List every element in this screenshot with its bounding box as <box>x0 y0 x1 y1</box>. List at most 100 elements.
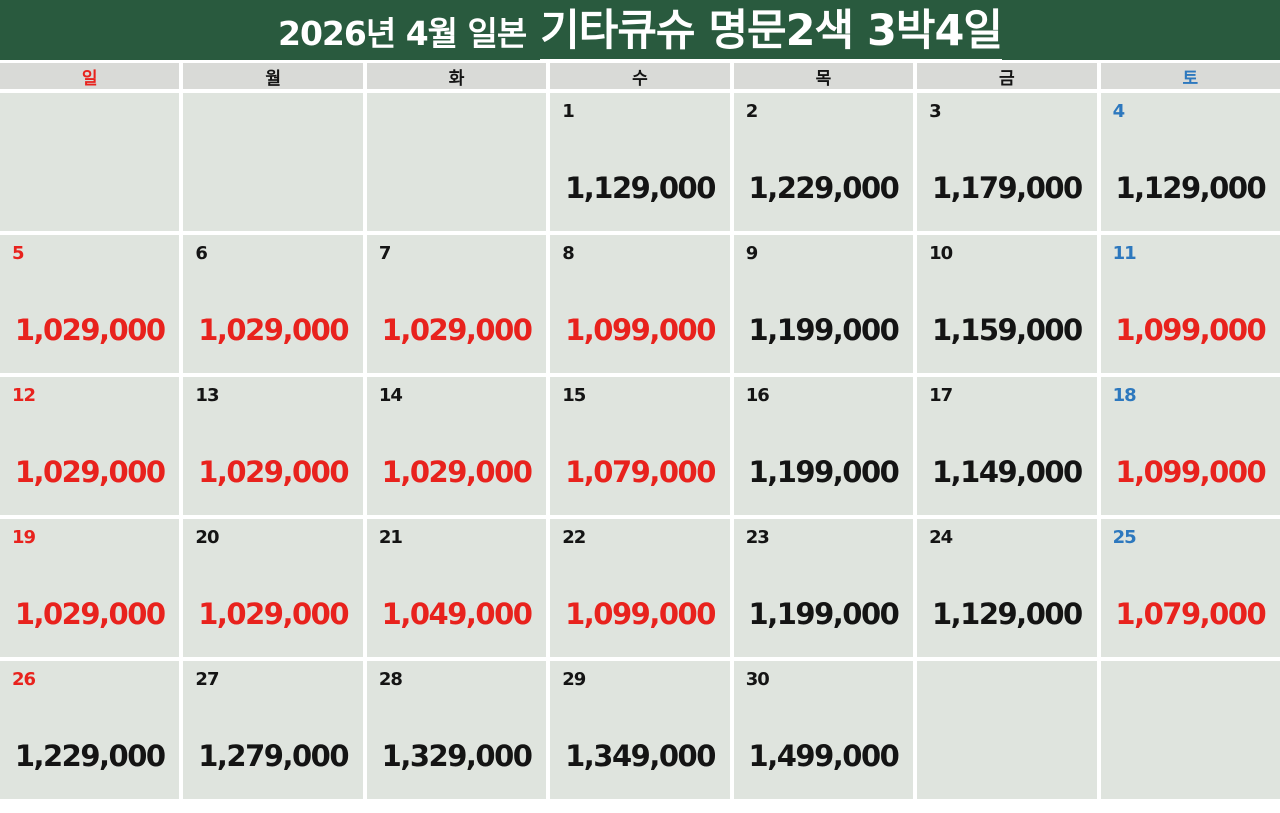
day-number: 22 <box>562 527 586 548</box>
day-cell-21: 21 1,049,000 <box>366 519 547 657</box>
weekday-label-tue: 화 <box>366 63 547 89</box>
day-cell-empty <box>917 661 1097 799</box>
day-cell-9: 9 1,199,000 <box>733 235 914 373</box>
price-value: 1,129,000 <box>565 171 716 205</box>
day-number: 18 <box>1112 385 1137 406</box>
price-value: 1,099,000 <box>565 597 716 631</box>
day-number: 5 <box>12 243 24 264</box>
day-cell-12: 12 1,029,000 <box>0 377 180 515</box>
day-cell-7: 7 1,029,000 <box>366 235 547 373</box>
day-cell-14: 14 1,029,000 <box>366 377 547 515</box>
day-number: 27 <box>195 669 219 690</box>
day-number: 13 <box>195 385 219 406</box>
day-number: 2 <box>745 101 758 122</box>
price-value: 1,229,000 <box>14 739 166 773</box>
day-number: 21 <box>378 527 403 548</box>
day-number: 14 <box>378 385 403 406</box>
day-number: 9 <box>745 243 758 264</box>
price-value: 1,029,000 <box>14 597 166 631</box>
day-number: 26 <box>12 669 36 690</box>
price-value: 1,099,000 <box>1115 313 1266 347</box>
day-cell-1: 1 1,129,000 <box>550 93 730 231</box>
day-cell-empty <box>0 93 180 231</box>
day-cell-29: 29 1,349,000 <box>550 661 730 799</box>
day-cell-19: 19 1,029,000 <box>0 519 180 657</box>
day-cell-13: 13 1,029,000 <box>183 377 363 515</box>
price-value: 1,079,000 <box>1115 597 1266 631</box>
day-cell-empty <box>183 93 363 231</box>
price-value: 1,199,000 <box>748 597 900 631</box>
day-cell-16: 16 1,199,000 <box>733 377 914 515</box>
day-number: 15 <box>562 385 586 406</box>
price-value: 1,029,000 <box>198 455 349 489</box>
day-number: 8 <box>562 243 574 264</box>
page-title: 2026년 4월 일본 기타큐슈 명문2색 3박4일 <box>278 0 1003 64</box>
day-cell-10: 10 1,159,000 <box>917 235 1097 373</box>
day-number: 23 <box>745 527 770 548</box>
day-cell-22: 22 1,099,000 <box>550 519 730 657</box>
day-number: 4 <box>1112 101 1125 122</box>
day-cell-5: 5 1,029,000 <box>0 235 180 373</box>
day-number: 19 <box>12 527 36 548</box>
price-value: 1,199,000 <box>748 455 900 489</box>
price-value: 1,029,000 <box>198 597 349 631</box>
price-value: 1,099,000 <box>1115 455 1266 489</box>
price-value: 1,129,000 <box>931 597 1083 631</box>
price-value: 1,179,000 <box>931 171 1083 205</box>
price-value: 1,099,000 <box>565 313 716 347</box>
day-cell-28: 28 1,329,000 <box>366 661 547 799</box>
day-number: 16 <box>745 385 770 406</box>
weekday-label-sat: 토 <box>1100 63 1280 89</box>
day-number: 28 <box>378 669 403 690</box>
day-cell-4: 4 1,129,000 <box>1100 93 1280 231</box>
day-number: 7 <box>378 243 391 264</box>
day-cell-11: 11 1,099,000 <box>1100 235 1280 373</box>
day-cell-25: 25 1,079,000 <box>1100 519 1280 657</box>
day-cell-24: 24 1,129,000 <box>917 519 1097 657</box>
day-cell-empty <box>366 93 547 231</box>
title-bar: 2026년 4월 일본 기타큐슈 명문2색 3박4일 <box>0 0 1280 64</box>
day-number: 25 <box>1112 527 1137 548</box>
day-cell-30: 30 1,499,000 <box>733 661 914 799</box>
price-value: 1,029,000 <box>14 455 166 489</box>
price-value: 1,499,000 <box>748 739 900 773</box>
day-cell-27: 27 1,279,000 <box>183 661 363 799</box>
weekday-label-fri: 금 <box>917 63 1097 89</box>
day-number: 17 <box>929 385 953 406</box>
price-value: 1,149,000 <box>931 455 1083 489</box>
day-cell-6: 6 1,029,000 <box>183 235 363 373</box>
day-cell-8: 8 1,099,000 <box>550 235 730 373</box>
day-number: 1 <box>562 101 574 122</box>
price-value: 1,349,000 <box>565 739 716 773</box>
price-value: 1,199,000 <box>748 313 900 347</box>
title-highlight: 기타큐슈 명문2색 3박4일 <box>540 0 1003 64</box>
price-value: 1,029,000 <box>14 313 166 347</box>
day-cell-20: 20 1,029,000 <box>183 519 363 657</box>
price-value: 1,029,000 <box>198 313 349 347</box>
price-value: 1,049,000 <box>381 597 533 631</box>
title-prefix: 2026년 4월 일본 <box>278 14 527 53</box>
day-number: 3 <box>929 101 941 122</box>
price-value: 1,129,000 <box>1115 171 1266 205</box>
weekday-label-thu: 목 <box>733 63 914 89</box>
weekday-label-mon: 월 <box>183 63 363 89</box>
day-number: 11 <box>1112 243 1137 264</box>
day-number: 6 <box>195 243 207 264</box>
day-cell-3: 3 1,179,000 <box>917 93 1097 231</box>
day-cell-26: 26 1,229,000 <box>0 661 180 799</box>
calendar-grid: 1 1,129,000 2 1,229,000 3 1,179,000 4 1,129,000… <box>0 93 1280 799</box>
weekday-label-wed: 수 <box>550 63 730 89</box>
day-number: 29 <box>562 669 586 690</box>
price-value: 1,229,000 <box>748 171 900 205</box>
day-cell-empty <box>1100 661 1280 799</box>
day-number: 10 <box>929 243 953 264</box>
day-cell-17: 17 1,149,000 <box>917 377 1097 515</box>
day-cell-15: 15 1,079,000 <box>550 377 730 515</box>
price-value: 1,279,000 <box>198 739 349 773</box>
price-value: 1,329,000 <box>381 739 533 773</box>
day-number: 24 <box>929 527 953 548</box>
weekday-label-sun: 일 <box>0 63 180 89</box>
day-cell-23: 23 1,199,000 <box>733 519 914 657</box>
